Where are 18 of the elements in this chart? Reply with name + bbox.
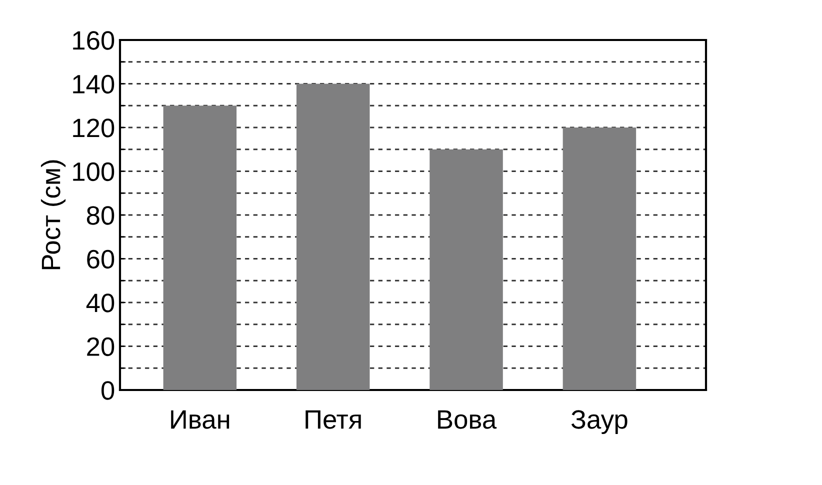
x-tick-label: Вова	[438, 410, 497, 429]
y-tick-label: 100	[73, 162, 114, 182]
y-tick-label: 120	[73, 118, 114, 138]
y-tick-label: 0	[101, 381, 114, 400]
bar	[296, 84, 370, 390]
x-tick-label: Заур	[571, 410, 628, 434]
bar	[430, 149, 503, 390]
y-tick-label: 20	[87, 337, 114, 356]
x-tick-label: Петя	[306, 410, 361, 429]
y-tick-label: 40	[86, 294, 114, 312]
y-tick-label: 60	[87, 250, 114, 269]
y-tick-label: 80	[86, 206, 114, 225]
bar	[562, 128, 636, 390]
x-tick-label: Иван	[171, 410, 230, 429]
y-tick-label: 140	[73, 74, 114, 94]
y-tick-label: 160	[73, 31, 114, 50]
bar	[163, 106, 237, 390]
y-axis-title: Рост (см)	[40, 160, 66, 270]
